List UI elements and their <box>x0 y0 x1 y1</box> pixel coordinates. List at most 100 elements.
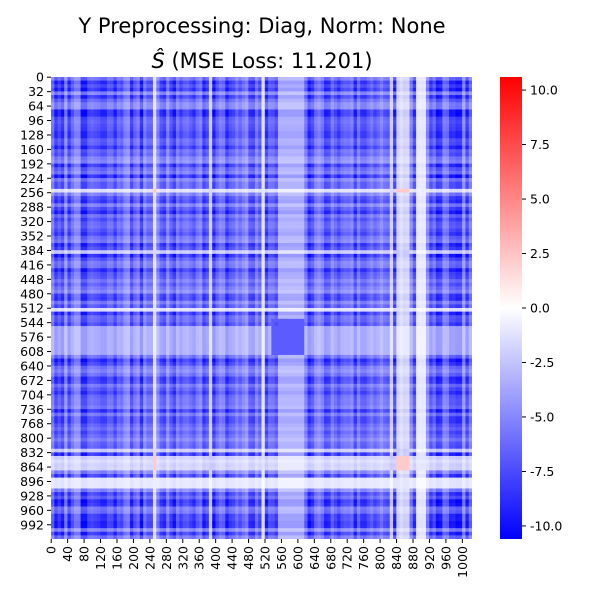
heatmap-cell <box>106 134 111 139</box>
heatmap-cell <box>64 109 69 114</box>
heatmap-cell <box>166 84 171 89</box>
heatmap-cell <box>300 134 305 139</box>
heatmap-cell <box>393 95 397 100</box>
heatmap-cell <box>425 123 430 129</box>
heatmap-cell <box>90 141 95 147</box>
heatmap-cell <box>212 123 217 129</box>
heatmap-cell <box>225 77 230 82</box>
heatmap-cell <box>57 105 62 111</box>
heatmap-cell <box>432 91 437 96</box>
heatmap-cell <box>287 145 292 150</box>
heatmap-cell <box>396 149 401 154</box>
heatmap-cell <box>327 113 332 118</box>
heatmap-cell <box>254 105 259 111</box>
heatmap-cell <box>202 123 207 129</box>
heatmap-cell <box>136 123 141 129</box>
heatmap-cell <box>212 77 217 82</box>
heatmap-cell <box>77 120 82 125</box>
heatmap-cell <box>281 95 286 100</box>
heatmap-cell <box>432 149 437 154</box>
heatmap-cell <box>389 84 394 89</box>
heatmap-cell <box>429 134 434 139</box>
heatmap-cell <box>195 87 200 93</box>
heatmap-cell <box>396 91 401 96</box>
heatmap-cell <box>110 109 115 114</box>
heatmap-cell <box>67 149 72 154</box>
heatmap-cell <box>67 77 72 82</box>
heatmap-cell <box>106 77 111 82</box>
heatmap-cell <box>300 77 305 82</box>
heatmap-cell <box>271 113 276 118</box>
heatmap-cell <box>445 102 450 107</box>
heatmap-cell <box>172 131 177 136</box>
heatmap-cell <box>425 91 430 96</box>
heatmap-cell <box>129 141 134 147</box>
heatmap-cell <box>149 131 154 136</box>
heatmap-cell <box>340 105 345 111</box>
heatmap-cell <box>64 98 69 103</box>
heatmap-cell <box>435 91 440 96</box>
heatmap-cell <box>442 145 447 150</box>
heatmap-cell <box>67 95 72 100</box>
heatmap-cell <box>185 98 190 103</box>
heatmap-cell <box>432 113 437 118</box>
heatmap-cell <box>353 113 358 118</box>
heatmap-cell <box>97 123 101 129</box>
heatmap-cell <box>356 77 361 82</box>
heatmap-cell <box>179 145 184 150</box>
heatmap-cell <box>360 134 365 139</box>
heatmap-cell <box>192 77 197 82</box>
heatmap-cell <box>208 87 213 93</box>
heatmap-cell <box>330 77 335 82</box>
heatmap-cell <box>166 116 171 121</box>
heatmap-cell <box>143 123 147 129</box>
heatmap-cell <box>169 116 174 121</box>
heatmap-cell <box>468 185 472 190</box>
heatmap-cell <box>166 95 171 100</box>
heatmap-cell <box>429 131 434 136</box>
heatmap-cell <box>70 84 75 89</box>
heatmap-cell <box>268 120 272 125</box>
heatmap-cell <box>264 134 269 139</box>
heatmap-cell <box>389 87 394 93</box>
heatmap-cell <box>100 87 105 93</box>
heatmap-cell <box>406 123 411 129</box>
heatmap-cell <box>353 120 358 125</box>
heatmap-cell <box>373 134 378 139</box>
heatmap-cell <box>54 95 59 100</box>
heatmap-cell <box>143 109 147 114</box>
heatmap-cell <box>442 98 447 103</box>
heatmap-cell <box>439 127 443 132</box>
heatmap-cell <box>77 87 82 93</box>
heatmap-cell <box>458 95 463 100</box>
heatmap-cell <box>90 149 95 154</box>
heatmap-cell <box>189 138 194 143</box>
heatmap-cell <box>54 87 59 93</box>
heatmap-cell <box>343 134 348 139</box>
heatmap-cell <box>271 120 276 125</box>
heatmap-cell <box>208 116 213 121</box>
heatmap-cell <box>235 95 240 100</box>
heatmap-cell <box>143 98 147 103</box>
heatmap-cell <box>462 91 467 96</box>
heatmap-cell <box>291 120 295 125</box>
heatmap-cell <box>166 109 171 114</box>
heatmap-cell <box>277 138 282 143</box>
heatmap-cell <box>379 84 384 89</box>
heatmap-cell <box>175 95 180 100</box>
heatmap-cell <box>60 109 65 114</box>
heatmap-cell <box>245 98 249 103</box>
heatmap-cell <box>120 77 124 82</box>
heatmap-cell <box>136 120 141 125</box>
heatmap-cell <box>330 84 335 89</box>
heatmap-cell <box>370 105 374 111</box>
heatmap-cell <box>448 138 453 143</box>
heatmap-cell <box>416 109 420 114</box>
heatmap-cell <box>205 134 210 139</box>
heatmap-cell <box>120 87 124 93</box>
heatmap-cell <box>462 123 467 129</box>
heatmap-cell <box>205 80 210 85</box>
heatmap-cell <box>294 77 299 82</box>
heatmap-cell <box>448 131 453 136</box>
heatmap-cell <box>74 84 78 89</box>
